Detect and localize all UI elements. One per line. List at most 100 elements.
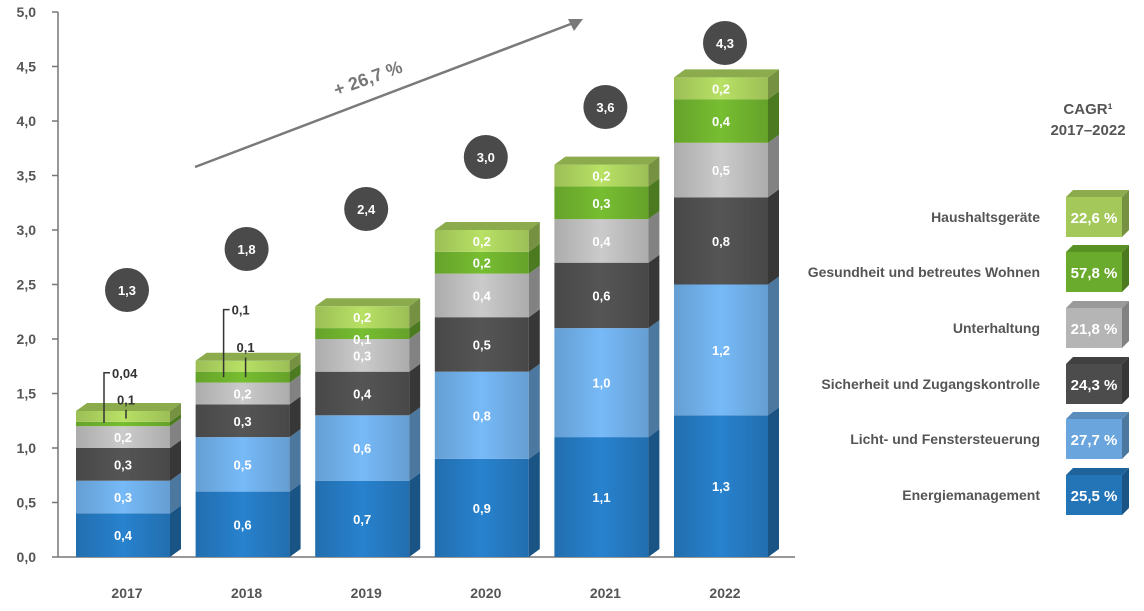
bar-segment-2 xyxy=(434,317,529,372)
legend-label: Haushaltsgeräte xyxy=(931,209,1040,225)
legend-swatch-side xyxy=(1122,468,1129,515)
y-tick-label: 3,5 xyxy=(17,168,37,184)
segment-label: 0,4 xyxy=(712,114,731,129)
segment-label: 0,4 xyxy=(353,387,372,402)
legend-swatch-top xyxy=(1066,190,1129,197)
bar-segment-side-3 xyxy=(528,265,540,318)
bar-segment-1 xyxy=(195,437,290,492)
bars: 0,40,30,30,20,040,10,60,50,30,20,10,10,7… xyxy=(76,69,779,557)
legend-label: Licht- und Fenstersteuerung xyxy=(850,431,1040,447)
segment-label: 0,4 xyxy=(473,288,492,303)
bar-segment-side-4 xyxy=(409,320,421,339)
bar-segment-side-5 xyxy=(409,298,421,329)
bar-segment-side-2 xyxy=(409,363,421,416)
x-tick-label: 2017 xyxy=(111,585,142,601)
bar-segment-side-4 xyxy=(289,363,301,383)
legend-swatch xyxy=(1066,364,1122,404)
callout-line xyxy=(103,372,110,423)
segment-label: 0,8 xyxy=(712,234,730,249)
bar-segment-0 xyxy=(315,480,410,557)
bar-segment-5 xyxy=(76,410,170,422)
bar-segment-side-3 xyxy=(409,331,421,372)
legend-cagr-value: 22,6 % xyxy=(1071,210,1118,227)
total-badge xyxy=(583,85,628,129)
bar-segment-4 xyxy=(315,328,410,339)
segment-label: 1,0 xyxy=(592,376,610,391)
bar-segment-side-2 xyxy=(289,396,301,438)
growth-arrow: + 26,7 % xyxy=(194,19,583,169)
growth-arrow-line xyxy=(194,20,577,169)
bar-segment-1 xyxy=(554,328,649,438)
bar-segment-5 xyxy=(195,360,290,372)
bar-segment-5 xyxy=(315,306,410,329)
segment-label: 1,2 xyxy=(712,343,730,358)
segment-label: 0,7 xyxy=(353,512,371,527)
legend-label: Unterhaltung xyxy=(953,320,1040,336)
total-badge xyxy=(105,268,149,312)
segment-label: 0,5 xyxy=(473,337,491,352)
bar-segment-side-0 xyxy=(170,505,181,557)
legend-label: Energiemanagement xyxy=(902,487,1040,503)
bar-segment-side-5 xyxy=(528,222,540,252)
legend-label: Sicherheit und Zugangskontrolle xyxy=(821,376,1040,392)
bar-segment-side-0 xyxy=(289,483,301,557)
bar-segment-0 xyxy=(76,513,170,557)
bar-2021: 1,1 1,0 0,6 0,4 0,3 0,2 xyxy=(554,156,660,557)
segment-label: 0,3 xyxy=(114,490,132,505)
y-tick-label: 2,0 xyxy=(17,331,37,347)
y-tick-label: 1,0 xyxy=(17,440,37,456)
bar-segment-5 xyxy=(554,164,649,187)
bar-segment-side-5 xyxy=(768,69,779,100)
total-badge xyxy=(224,227,269,271)
legend-swatch-side xyxy=(1122,190,1129,237)
legend-swatch xyxy=(1066,197,1122,237)
segment-label: 0,3 xyxy=(234,414,252,429)
cagr-title-line-1: CAGR¹ xyxy=(1063,101,1112,118)
legend-swatch-side xyxy=(1122,245,1129,292)
legend: CAGR¹ 2017–2022 Haushaltsgeräte 22,6 % Ges… xyxy=(808,101,1129,515)
legend-swatch xyxy=(1066,419,1122,459)
x-tick-label: 2018 xyxy=(231,585,262,601)
legend-swatch-top xyxy=(1066,357,1129,364)
bar-segment-side-5 xyxy=(648,156,660,187)
y-tick-label: 1,5 xyxy=(17,386,37,402)
legend-cagr-value: 24,3 % xyxy=(1071,377,1118,394)
bar-segment-5 xyxy=(674,77,768,100)
legend-swatch xyxy=(1066,475,1122,515)
bar-top xyxy=(554,156,660,165)
segment-label: 0,5 xyxy=(234,457,252,472)
bar-segment-3 xyxy=(674,142,768,198)
total-badge xyxy=(463,135,508,179)
total-label: 3,0 xyxy=(477,150,495,165)
bar-segment-side-0 xyxy=(409,472,421,557)
segment-label: 0,3 xyxy=(592,196,610,211)
bar-segment-4 xyxy=(554,186,649,220)
segment-label: 0,2 xyxy=(592,169,610,184)
bar-segment-side-4 xyxy=(528,243,540,274)
x-axis: 2017 2018 2019 2020 2021 2022 xyxy=(111,585,740,601)
bar-segment-side-2 xyxy=(170,440,181,481)
bar-segment-side-0 xyxy=(768,407,779,557)
segment-label: 1,1 xyxy=(592,490,610,505)
legend-swatch-side xyxy=(1122,412,1129,459)
bar-segment-4 xyxy=(76,421,170,427)
bar-segment-side-5 xyxy=(289,352,301,372)
bar-segment-4 xyxy=(674,99,768,143)
bar-segment-side-2 xyxy=(768,189,779,285)
y-tick-label: 0,5 xyxy=(17,495,37,511)
bar-segment-side-5 xyxy=(170,402,181,422)
bar-segment-4 xyxy=(434,251,529,274)
bar-segment-side-1 xyxy=(768,276,779,416)
segment-label: 0,4 xyxy=(592,234,611,249)
y-tick-label: 0,0 xyxy=(17,549,37,565)
bar-segment-2 xyxy=(315,371,410,416)
segment-label: 0,2 xyxy=(234,387,252,402)
segment-label: 0,2 xyxy=(712,81,730,96)
legend-swatch xyxy=(1066,308,1122,348)
legend-swatch-top xyxy=(1066,412,1129,419)
segment-label: 0,6 xyxy=(353,441,371,456)
bar-segment-side-4 xyxy=(648,178,660,220)
x-tick-label: 2021 xyxy=(590,585,621,601)
y-tick-label: 2,5 xyxy=(17,277,37,293)
total-badge xyxy=(703,21,747,65)
